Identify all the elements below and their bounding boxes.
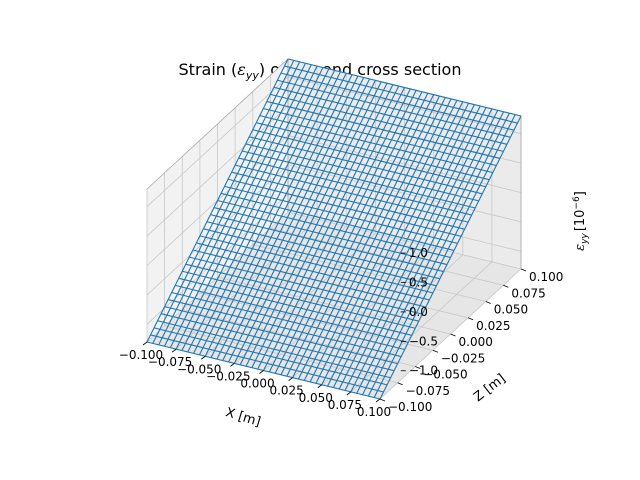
x-tick: [201, 355, 206, 360]
surface-line-y: [362, 111, 505, 395]
surface-line-y: [321, 101, 464, 385]
y-tick-label: 0.050: [494, 303, 528, 317]
y-tick: [379, 398, 386, 402]
y-tick: [450, 333, 456, 337]
x-tick: [259, 370, 264, 374]
surface-line-y: [338, 105, 481, 390]
surface-line-y: [233, 80, 376, 364]
x-tick-label: −0.100: [119, 348, 163, 362]
surface-line-y: [379, 115, 522, 400]
x-tick-label: 0.025: [269, 384, 303, 398]
title-text-before: Strain (: [178, 60, 238, 79]
y-tick: [485, 301, 491, 304]
z-tick-label: 1.0: [409, 246, 428, 260]
surface-line-y: [204, 73, 347, 357]
y-tick-label: −0.025: [441, 351, 485, 365]
surface-line-y: [280, 91, 423, 376]
title-subscript: yy: [245, 69, 259, 83]
y-tick-label: −0.075: [406, 384, 450, 398]
z-tick-label: 0.0: [409, 305, 428, 319]
x-tick-label: 0.050: [299, 391, 333, 405]
surface-line-y: [152, 60, 295, 344]
y-tick-label: 0.025: [476, 319, 510, 333]
y-tick: [432, 349, 439, 353]
y-tick: [520, 268, 527, 272]
grid-lines: [146, 58, 522, 400]
surface-line-y: [175, 65, 318, 350]
surface-line-y: [297, 95, 440, 380]
x-tick: [230, 363, 235, 367]
x-tick-label: −0.050: [177, 362, 221, 376]
y-axis-label: Z [m]: [471, 371, 508, 405]
x-tick: [288, 377, 293, 381]
surface-line-y: [251, 84, 394, 368]
x-tick-label: 0.075: [328, 398, 362, 412]
surface-line-y: [216, 75, 359, 360]
x-tick-label: 0.100: [357, 405, 391, 419]
y-tick-label: 0.100: [529, 270, 563, 284]
z-axis-label: εyy[10−6]: [572, 191, 590, 251]
x-axis-label: X [m]: [224, 405, 263, 430]
x-tick: [142, 341, 148, 346]
x-tick-label: 0.000: [240, 377, 274, 391]
surface-line-y: [193, 70, 336, 354]
surface-line-y: [315, 100, 458, 384]
z-tick-label: −0.5: [409, 334, 438, 348]
x-tick: [375, 398, 381, 403]
surface-line-y: [327, 102, 470, 387]
surface-line-y: [239, 81, 382, 366]
y-grid-line: [164, 172, 398, 384]
surface-line-y: [163, 63, 306, 347]
surface-line-y: [222, 77, 365, 361]
z-tick-label: −1.0: [409, 364, 438, 378]
y-tick-label: 0.075: [511, 286, 545, 300]
surface-line-y: [367, 112, 510, 397]
y-tick: [415, 366, 421, 369]
surface-line-y: [187, 68, 330, 353]
surface-line-y: [181, 67, 324, 351]
y-tick: [397, 382, 403, 386]
surface-line-y: [210, 74, 353, 358]
surface-line-y: [263, 87, 405, 371]
y-tick: [467, 317, 474, 321]
surface-line-y: [303, 97, 446, 381]
surface-line-y: [146, 58, 289, 343]
surface-line-y: [257, 85, 400, 370]
y-grid-line: [217, 124, 451, 335]
x-tick-label: −0.075: [148, 355, 192, 369]
axis-ticks: −0.100−0.075−0.050−0.0250.0000.0250.0500…: [119, 246, 564, 419]
x-tick: [346, 391, 352, 396]
surface-line-y: [373, 114, 516, 398]
surface-line-y: [332, 104, 475, 388]
y-tick: [503, 284, 509, 288]
y-tick-label: −0.100: [388, 400, 432, 414]
title-symbol: ε: [237, 60, 246, 79]
y-tick-label: −0.050: [423, 368, 467, 382]
surface-line-y: [245, 82, 388, 367]
x-tick: [171, 348, 177, 353]
surface-line-y: [344, 107, 487, 391]
surface-line-y: [309, 98, 452, 383]
surface-line-y: [158, 61, 301, 346]
x-tick-label: −0.025: [206, 369, 250, 383]
surface-wireframe: [146, 58, 522, 400]
surface-line-y: [274, 90, 417, 374]
surface-line-y: [356, 110, 499, 394]
y-tick-label: 0.000: [459, 335, 493, 349]
surface-line-y: [286, 92, 429, 377]
surface-line-y: [169, 64, 312, 348]
x-tick: [317, 384, 322, 389]
surface-line-y: [268, 88, 411, 373]
surface-line-y: [350, 108, 493, 393]
surface-line-y: [198, 71, 341, 356]
z-tick-label: 0.5: [409, 275, 428, 289]
surface-line-y: [292, 94, 435, 378]
surface-line-y: [228, 78, 371, 363]
